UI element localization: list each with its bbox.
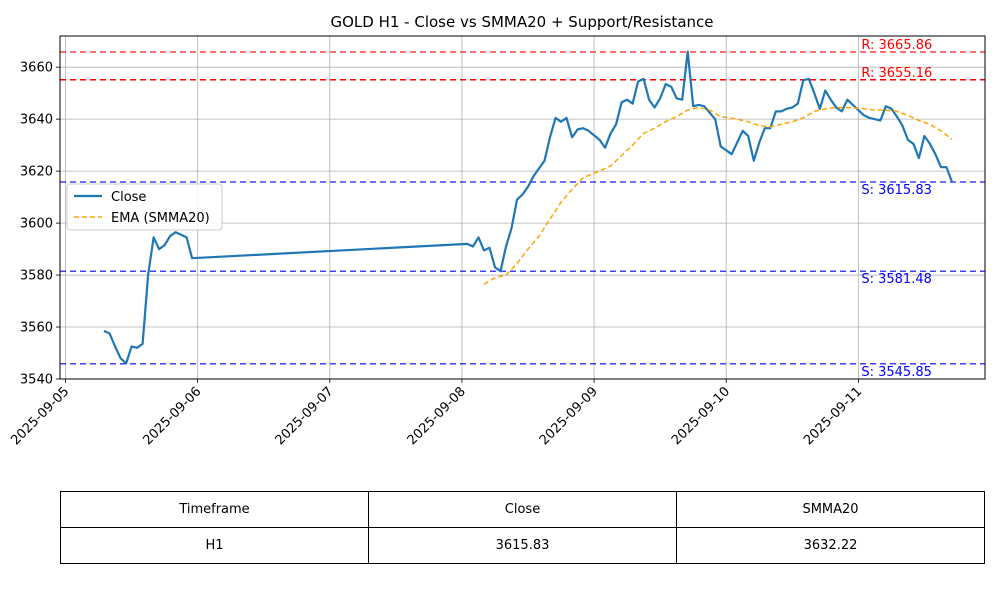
- resistance-label: R: 3655.16: [861, 66, 932, 81]
- table-header-cell: Close: [368, 491, 677, 528]
- y-tick-label: 3560: [20, 321, 53, 336]
- legend-box: [66, 183, 223, 231]
- y-tick-label: 3580: [20, 269, 53, 284]
- x-tick-label: 2025-09-10: [669, 384, 733, 448]
- table-cell: H1: [60, 527, 369, 564]
- smma20-line: [483, 106, 953, 285]
- close-price-line: [103, 50, 954, 365]
- plot-frame: [59, 35, 986, 380]
- x-tick-label: 2025-09-08: [405, 384, 469, 448]
- y-tick-label: 3600: [20, 217, 53, 232]
- y-tick-label: 3660: [20, 61, 53, 76]
- series: [103, 50, 954, 365]
- resistance-label: R: 3665.86: [861, 38, 932, 53]
- chart-title: GOLD H1 - Close vs SMMA20 + Support/Resi…: [330, 13, 713, 31]
- x-tick-label: 2025-09-07: [273, 384, 337, 448]
- legend-label-smma: EMA (SMMA20): [111, 211, 210, 226]
- summary-table: Timeframe Close SMMA20 H1 3615.83 3632.2…: [60, 491, 985, 564]
- y-tick-label: 3620: [20, 165, 53, 180]
- y-tick-label: 3540: [20, 373, 53, 388]
- legend: Close EMA (SMMA20): [66, 183, 223, 231]
- table-row: H1 3615.83 3632.22: [60, 527, 985, 564]
- support-label: S: 3615.83: [861, 183, 932, 198]
- table-header-row: Timeframe Close SMMA20: [60, 491, 985, 528]
- support-resistance-levels: R: 3665.86 R: 3655.16 S: 3615.83 S: 3581.48…: [60, 38, 985, 380]
- table-header-cell: SMMA20: [676, 491, 985, 528]
- legend-label-close: Close: [111, 190, 146, 205]
- x-tick-label: 2025-09-11: [801, 384, 865, 448]
- table-header-cell: Timeframe: [60, 491, 369, 528]
- x-tick-label: 2025-09-06: [140, 384, 204, 448]
- table-cell: 3615.83: [368, 527, 677, 564]
- x-tick-label: 2025-09-09: [537, 384, 601, 448]
- y-tick-label: 3640: [20, 113, 53, 128]
- table-cell: 3632.22: [676, 527, 985, 564]
- support-label: S: 3581.48: [861, 272, 932, 287]
- support-label: S: 3545.85: [861, 365, 932, 380]
- x-tick-label: 2025-09-05: [8, 384, 72, 448]
